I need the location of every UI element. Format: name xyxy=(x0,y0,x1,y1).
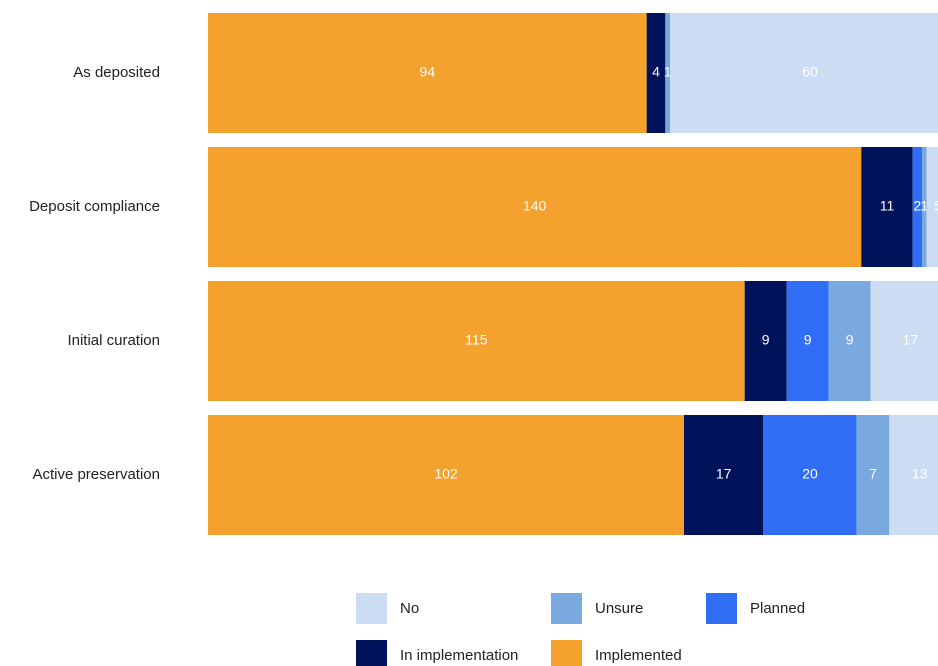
y-tick-label: Active preservation xyxy=(32,466,160,483)
data-label: 4 xyxy=(652,64,660,80)
bar-segment xyxy=(208,13,647,133)
y-tick-label: As deposited xyxy=(73,64,160,81)
data-label: 11 xyxy=(880,198,895,214)
bar-segment xyxy=(684,415,764,535)
data-label: 9 xyxy=(762,332,770,348)
data-label: 1 xyxy=(664,64,672,80)
bar-segment xyxy=(646,13,666,133)
bar-segment xyxy=(670,13,938,133)
legend-label: Implemented xyxy=(595,647,682,664)
bar-segment xyxy=(870,281,938,401)
data-label: 9 xyxy=(846,332,854,348)
data-label: 102 xyxy=(434,466,458,482)
data-label: 17 xyxy=(716,466,732,482)
bar-segment xyxy=(912,147,922,267)
data-label: 20 xyxy=(802,466,818,482)
data-label: 13 xyxy=(912,466,928,482)
data-label: 17 xyxy=(903,332,919,348)
bar-segment xyxy=(763,415,857,535)
bar-segment xyxy=(208,147,862,267)
data-label: 7 xyxy=(869,466,877,482)
legend-label: No xyxy=(400,600,419,617)
data-label: 60 xyxy=(802,64,818,80)
legend-label: Planned xyxy=(750,600,805,617)
data-label: 140 xyxy=(523,198,547,214)
bar-segment xyxy=(856,415,890,535)
legend-swatch xyxy=(706,593,737,624)
bar-segment xyxy=(744,281,787,401)
legend-label: Unsure xyxy=(595,600,643,617)
bar-segment xyxy=(786,281,829,401)
legend-label: In implementation xyxy=(400,647,518,664)
bar-segment xyxy=(208,281,745,401)
bar-segment xyxy=(926,147,938,267)
data-label: 9 xyxy=(804,332,812,348)
bar-segment xyxy=(861,147,913,267)
bar-segment xyxy=(922,147,927,267)
data-label: 94 xyxy=(420,64,436,80)
data-label: 5 xyxy=(934,198,938,214)
bar-segment xyxy=(208,415,684,535)
legend-swatch xyxy=(356,593,387,624)
legend-swatch xyxy=(551,640,582,666)
bar-segment xyxy=(828,281,871,401)
legend-swatch xyxy=(551,593,582,624)
data-label: 115 xyxy=(465,332,488,348)
data-label: 2 xyxy=(913,198,921,214)
y-tick-label: Initial curation xyxy=(67,332,160,349)
bar-segment xyxy=(665,13,670,133)
legend-swatch xyxy=(356,640,387,666)
data-label: 1 xyxy=(920,198,928,214)
bar-segment xyxy=(889,415,938,535)
y-tick-label: Deposit compliance xyxy=(29,198,160,215)
